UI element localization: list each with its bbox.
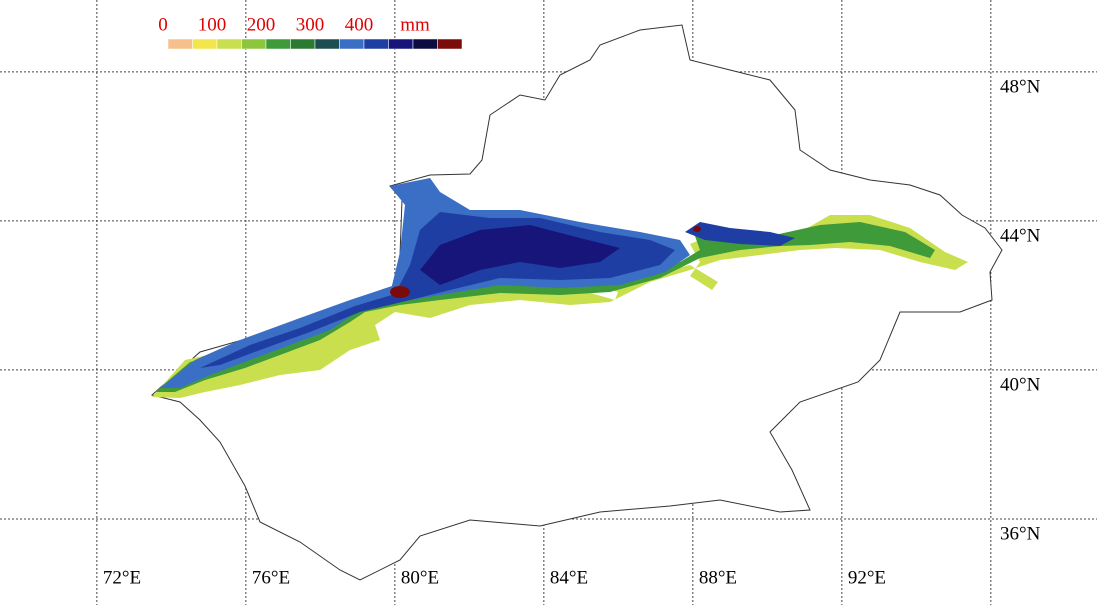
lat-tick-label: 36°N — [1000, 523, 1041, 544]
lon-tick-label: 84°E — [550, 567, 588, 588]
legend-swatch — [388, 38, 414, 50]
legend-label: 300 — [296, 14, 325, 35]
legend-swatch — [437, 38, 463, 50]
field-max — [693, 226, 701, 232]
legend: 0 100 200 300 400 mm — [158, 14, 463, 50]
legend-unit: mm — [400, 14, 430, 35]
legend-label: 200 — [247, 14, 276, 35]
legend-swatch — [339, 38, 365, 50]
legend-swatch — [241, 38, 267, 50]
lon-tick-label: 92°E — [848, 567, 886, 588]
lon-tick-label: 88°E — [699, 567, 737, 588]
legend-swatch — [314, 38, 340, 50]
lat-tick-label: 44°N — [1000, 225, 1041, 246]
lon-tick-label: 80°E — [401, 567, 439, 588]
field-darkest — [420, 225, 620, 285]
field-green — [155, 222, 935, 392]
lon-tick-label: 72°E — [103, 567, 141, 588]
field-east-blue — [685, 222, 795, 246]
field-max — [390, 286, 410, 298]
legend-swatch — [167, 38, 193, 50]
precipitation-field — [152, 178, 968, 398]
legend-label: 0 — [158, 14, 168, 35]
legend-swatch — [290, 38, 316, 50]
legend-swatch — [216, 38, 242, 50]
legend-swatch — [192, 38, 218, 50]
legend-swatch — [265, 38, 291, 50]
legend-swatch — [363, 38, 389, 50]
lon-tick-label: 76°E — [252, 567, 290, 588]
legend-label: 400 — [345, 14, 374, 35]
lat-tick-label: 48°N — [1000, 76, 1041, 97]
lat-tick-label: 40°N — [1000, 374, 1041, 395]
legend-swatch — [412, 38, 438, 50]
tick-labels: 72°E 76°E 80°E 84°E 88°E 92°E 48°N 44°N 40°N 36°N — [103, 76, 1041, 588]
legend-label: 100 — [198, 14, 227, 35]
